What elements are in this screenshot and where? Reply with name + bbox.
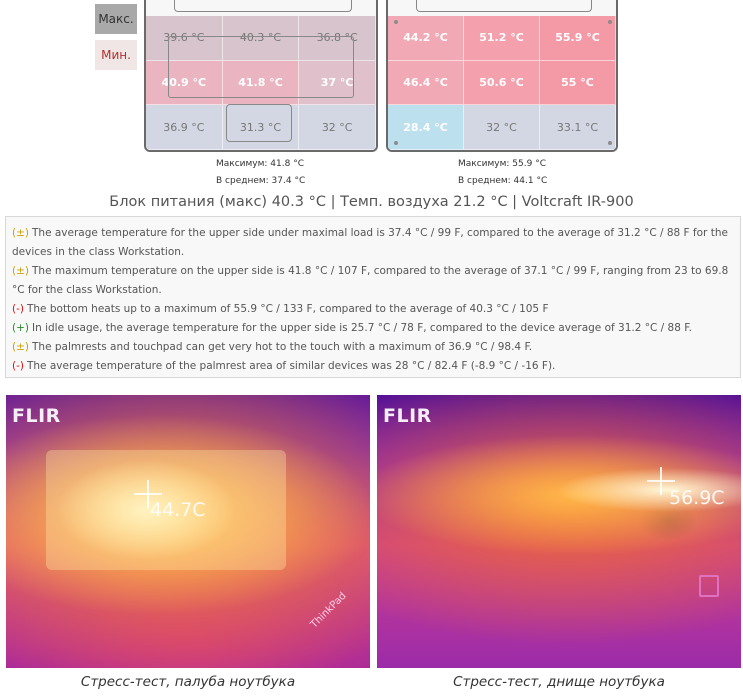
upper-side-cell: 31.3 °C bbox=[222, 105, 300, 150]
rating-badge: (-) bbox=[12, 303, 24, 315]
temperature-readout: 44.7C bbox=[150, 499, 206, 521]
bottom-side-max: Максимум: 55.9 °C bbox=[458, 159, 546, 169]
rating-badge: (±) bbox=[12, 227, 29, 239]
note-text: The maximum temperature on the upper sid… bbox=[12, 265, 729, 296]
touchpad-outline bbox=[226, 104, 292, 142]
bottom-side-avg: В среднем: 44.1 °C bbox=[458, 176, 548, 186]
rating-badge: (±) bbox=[12, 265, 29, 277]
upper-side-grid: 39.6 °C 40.3 °C 36.8 °C 40.9 °C 41.8 °C 37 °C… bbox=[146, 16, 376, 150]
note-item: (±) The maximum temperature on the upper … bbox=[12, 262, 734, 300]
legend-max-button[interactable]: Макс. bbox=[95, 4, 137, 34]
temperature-notes: (±) The average temperature for the upper… bbox=[5, 216, 741, 378]
rating-badge: (-) bbox=[12, 360, 24, 372]
caption-top: Стресс-тест, палуба ноутбука bbox=[80, 674, 296, 690]
legend-min-button[interactable]: Мин. bbox=[95, 40, 137, 70]
note-text: The average temperature for the upper si… bbox=[12, 227, 728, 258]
bottom-side-heatmap: 44.2 °C 51.2 °C 55.9 °C 46.4 °C 50.6 °C 55 °C… bbox=[386, 0, 618, 152]
crosshair-icon bbox=[647, 467, 675, 495]
bottom-side-cell: 33.1 °C bbox=[540, 105, 616, 150]
bottom-side-cell: 44.2 °C bbox=[388, 16, 464, 61]
upper-side-cell: 36.9 °C bbox=[146, 105, 223, 150]
note-item: (+) In idle usage, the average temperatur… bbox=[12, 319, 734, 338]
note-item: (-) The bottom heats up to a maximum of 5… bbox=[12, 300, 734, 319]
thermal-image-top: FLIR 44.7C ThinkPad bbox=[6, 395, 370, 668]
flir-logo: FLIR bbox=[12, 405, 61, 427]
upper-side-cell: 40.3 °C bbox=[222, 16, 300, 61]
note-item: (±) The average temperature for the upper… bbox=[12, 224, 734, 262]
upper-side-avg: В среднем: 37.4 °C bbox=[216, 176, 306, 186]
bottom-side-stats: Максимум: 55.9 °C В среднем: 44.1 °C bbox=[458, 156, 547, 190]
bottom-side-cell: 28.4 °C bbox=[388, 105, 464, 150]
hinge-outline bbox=[416, 0, 592, 12]
note-item: (±) The palmrests and touchpad can get ve… bbox=[12, 338, 734, 357]
upper-side-cell: 32 °C bbox=[299, 105, 376, 150]
note-text: In idle usage, the average temperature f… bbox=[32, 322, 692, 334]
note-text: The palmrests and touchpad can get very … bbox=[32, 341, 533, 353]
keyboard-hotspot bbox=[46, 450, 286, 570]
foot-dot bbox=[394, 20, 398, 24]
foot-dot bbox=[608, 20, 612, 24]
temperature-readout: 56.9C bbox=[669, 487, 725, 509]
rating-badge: (±) bbox=[12, 341, 29, 353]
bottom-side-grid: 44.2 °C 51.2 °C 55.9 °C 46.4 °C 50.6 °C 55 °C… bbox=[388, 16, 616, 150]
upper-side-heatmap: 39.6 °C 40.3 °C 36.8 °C 40.9 °C 41.8 °C 37 °C… bbox=[144, 0, 378, 152]
crosshair-icon bbox=[134, 480, 162, 508]
upper-side-stats: Максимум: 41.8 °C В среднем: 37.4 °C bbox=[216, 156, 305, 190]
bottom-side-cell: 55.9 °C bbox=[540, 16, 616, 61]
keyboard-outline bbox=[168, 36, 354, 98]
note-text: The average temperature of the palmrest … bbox=[26, 360, 556, 372]
measurement-summary: Блок питания (макс) 40.3 °C | Темп. возд… bbox=[109, 194, 634, 210]
rating-badge: (+) bbox=[12, 322, 29, 334]
bottom-side-cell: 46.4 °C bbox=[388, 60, 464, 106]
foot-dot bbox=[608, 141, 612, 145]
foot-dot bbox=[394, 141, 398, 145]
bottom-side-cell: 50.6 °C bbox=[464, 60, 540, 106]
upper-side-cell: 36.8 °C bbox=[299, 16, 376, 61]
hinge-outline bbox=[174, 0, 352, 12]
upper-side-max: Максимум: 41.8 °C bbox=[216, 159, 304, 169]
bottom-side-cell: 51.2 °C bbox=[464, 16, 540, 61]
thermal-image-bottom: FLIR 56.9C bbox=[377, 395, 741, 668]
flir-logo: FLIR bbox=[383, 405, 432, 427]
label-sticker-icon bbox=[699, 575, 719, 597]
note-text: The bottom heats up to a maximum of 55.9… bbox=[26, 303, 549, 315]
caption-bottom: Стресс-тест, днище ноутбука bbox=[453, 674, 665, 690]
thinkpad-logo: ThinkPad bbox=[308, 590, 349, 631]
bottom-side-cell: 55 °C bbox=[540, 60, 616, 106]
bottom-side-cell: 32 °C bbox=[464, 105, 540, 150]
upper-side-cell: 39.6 °C bbox=[146, 16, 223, 61]
note-item: (-) The average temperature of the palmre… bbox=[12, 357, 734, 376]
